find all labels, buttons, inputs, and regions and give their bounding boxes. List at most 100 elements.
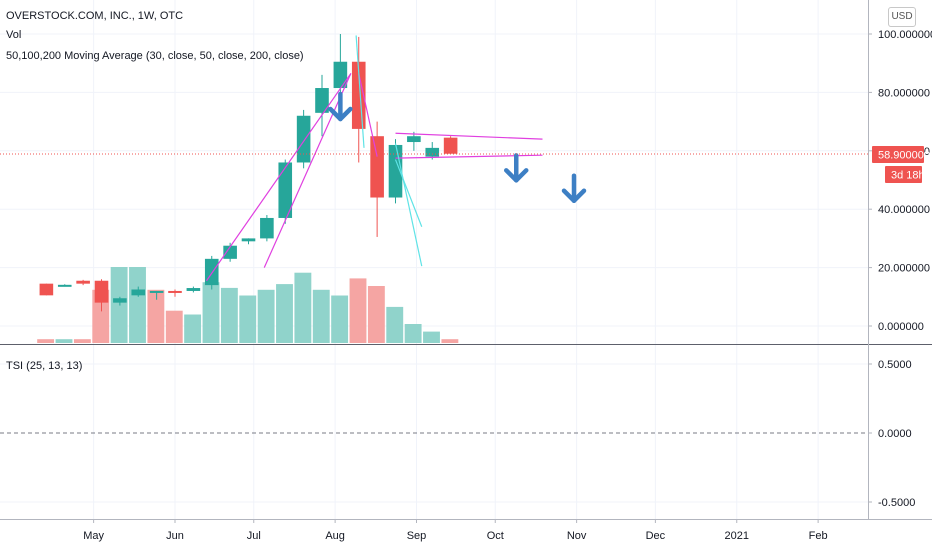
candle (443, 136, 458, 154)
magenta-trendline (358, 73, 378, 157)
time-tick-label: Sep (407, 530, 427, 542)
volume-bar (165, 310, 183, 343)
price-tick-label: 40.000000 (878, 204, 930, 216)
candle-body (94, 280, 109, 303)
volume-indicator-label: Vol (6, 29, 22, 41)
volume-bar (257, 289, 275, 343)
volume-bars (37, 267, 459, 343)
down-arrow-icon (328, 91, 353, 122)
candle (186, 286, 201, 293)
volume-bar (441, 339, 459, 343)
volume-bar (404, 324, 422, 343)
candle-body (113, 298, 127, 303)
volume-bar (129, 267, 146, 343)
candle-body (333, 61, 348, 89)
candle (131, 286, 146, 297)
candle-body (168, 290, 182, 293)
volume-bar (184, 314, 202, 343)
down-arrow-head (561, 188, 587, 204)
time-tick-label: Oct (487, 530, 504, 542)
volume-bar (239, 295, 257, 343)
tsi-indicator-label: TSI (25, 13, 13) (6, 360, 83, 372)
candle-body (241, 238, 256, 242)
tsi-panel: 0.5000 0.0000 -0.5000 (0, 359, 915, 509)
tsi-tick-label: 0.0000 (878, 428, 912, 440)
volume-bar (73, 339, 91, 343)
countdown-badge (885, 166, 922, 184)
volume-bar (276, 284, 293, 343)
time-tick-label: Jun (166, 530, 184, 542)
trend-drawings (0, 35, 868, 282)
candle-body (76, 280, 90, 284)
volume-bar (349, 278, 367, 343)
candle-body (131, 289, 146, 296)
candle (351, 36, 366, 163)
candle-body (278, 162, 293, 218)
volume-bar (220, 287, 238, 343)
last-price-label: 58.900000 (878, 150, 930, 162)
time-tick-label: Aug (325, 530, 345, 542)
cyan-trendline (394, 143, 423, 267)
volume-bar (367, 286, 385, 343)
candle (315, 74, 329, 137)
candle (76, 279, 90, 286)
magenta-trendline (395, 132, 543, 140)
candle-body (149, 290, 164, 293)
time-tick-label: May (83, 530, 104, 542)
candle-body (296, 115, 311, 163)
price-tick-label: 80.000000 (878, 87, 930, 99)
candle-body (315, 88, 329, 113)
candle (57, 284, 72, 287)
volume-bar (147, 289, 165, 343)
price-axis: 0.00000020.00000040.00000060.00000080.00… (868, 29, 932, 333)
candle-body (407, 136, 421, 143)
candle-body (57, 284, 72, 287)
candle (260, 215, 274, 242)
time-tick-label: Nov (567, 530, 587, 542)
candle (296, 109, 311, 169)
cyan-trendline (355, 35, 365, 148)
volume-bar (92, 289, 110, 343)
candle-body (425, 147, 440, 157)
last-price-badge (872, 146, 924, 164)
candle-body (39, 283, 54, 296)
time-tick-label: Jul (247, 530, 261, 542)
candle-body (443, 137, 458, 154)
time-tick-label: 2021 (725, 530, 749, 542)
symbol-title: OVERSTOCK.COM, INC., 1W, OTC (6, 10, 184, 22)
candle (113, 296, 127, 306)
down-arrow-head (328, 106, 353, 122)
candle-body (351, 61, 366, 129)
price-tick-label: 20.000000 (878, 263, 930, 275)
volume-bar (386, 306, 404, 343)
time-tick-label: Feb (809, 530, 828, 542)
moving-average-label: 50,100,200 Moving Average (30, close, 50… (6, 50, 304, 62)
price-tick-label: 100.000000 (878, 29, 932, 41)
price-tick-label: 0.000000 (878, 321, 924, 333)
magenta-trendline (206, 73, 352, 282)
tsi-tick-label: -0.5000 (878, 497, 915, 509)
down-arrow-icon (504, 153, 529, 183)
volume-bar (294, 272, 312, 343)
candle (407, 131, 421, 151)
candle (39, 283, 54, 296)
volume-bar (312, 289, 330, 343)
candle (94, 279, 109, 312)
candle-body (370, 136, 384, 198)
volume-bar (331, 295, 349, 343)
candle-body (223, 245, 237, 259)
volume-bar (37, 339, 55, 343)
candle (425, 142, 440, 160)
candle (278, 159, 293, 224)
currency-button[interactable]: USD (888, 7, 916, 27)
time-axis: May Jun Jul Aug Sep Oct Nov Dec 2021 Feb (83, 519, 828, 542)
candle (241, 238, 256, 245)
candle (370, 121, 384, 237)
volume-bar (55, 339, 73, 343)
tsi-tick-label: 0.5000 (878, 359, 912, 371)
candle-body (260, 217, 274, 239)
candle-body (204, 258, 219, 286)
magenta-trendline (263, 73, 352, 268)
